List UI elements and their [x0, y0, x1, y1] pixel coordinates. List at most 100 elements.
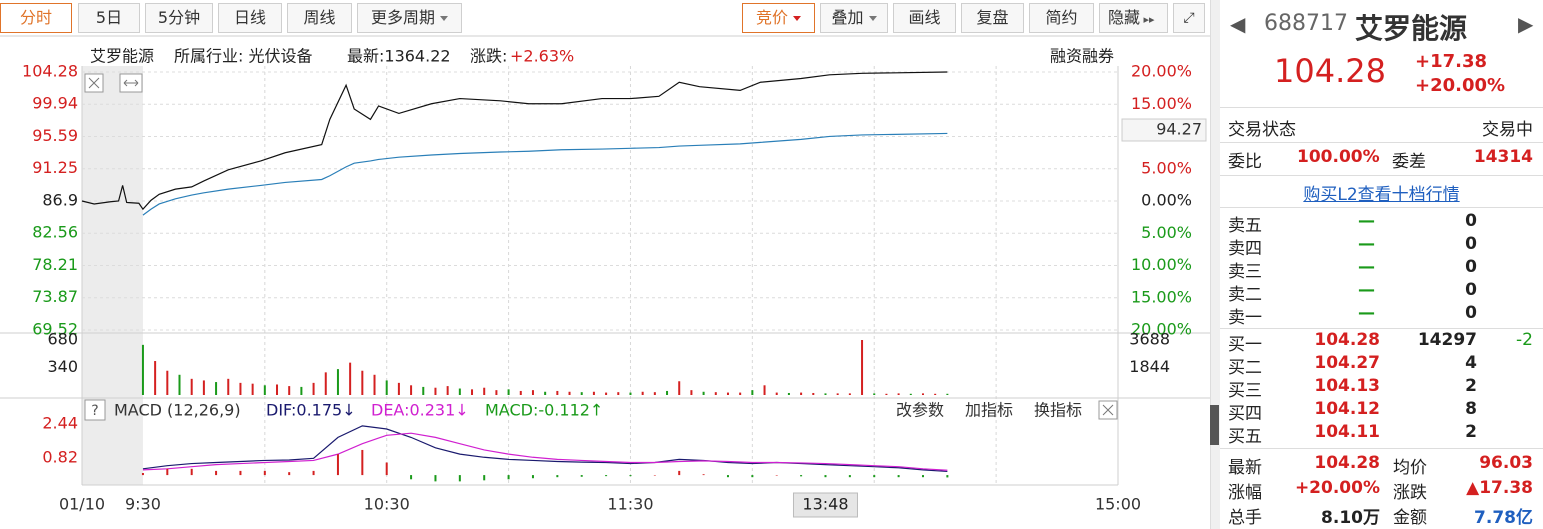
macd-bar — [531, 475, 534, 479]
volume-bar — [288, 386, 291, 395]
bid-label: 买二 — [1228, 358, 1262, 378]
tool[interactable]: 复盘 — [961, 3, 1024, 33]
macd-bar — [215, 470, 218, 476]
volume-bar — [373, 374, 376, 395]
macd-bar — [458, 475, 461, 482]
volume-bar — [702, 391, 705, 395]
tool-dropdown[interactable]: 叠加 — [820, 3, 888, 33]
y-tick-label: 95.59 — [32, 126, 78, 145]
bid-price: 104.28 — [1314, 330, 1380, 350]
price-line — [81, 71, 948, 211]
volume-bar — [897, 393, 900, 395]
volume-bar — [690, 390, 693, 395]
stat-value: 96.03 — [1479, 453, 1533, 473]
prev-button[interactable]: ◀ — [1230, 12, 1246, 36]
volume-bar — [775, 392, 778, 395]
macd-bar — [726, 475, 729, 478]
indicator-title: MACD (12,26,9) — [114, 401, 241, 420]
collapse-tab[interactable] — [1210, 405, 1219, 445]
macd-bar — [702, 474, 705, 476]
ask-label: 卖三 — [1228, 262, 1262, 282]
bid-label: 买一 — [1228, 335, 1262, 355]
volume-bar — [349, 362, 352, 395]
tool[interactable]: 隐藏 ▸▸ — [1099, 3, 1168, 33]
volume-bar — [202, 380, 205, 395]
x-tick-label: 11:30 — [607, 495, 653, 514]
x-tick-label: 10:30 — [364, 495, 410, 514]
macd-bar — [190, 468, 193, 476]
volume-bar — [519, 390, 522, 395]
y-tick-label: 86.9 — [42, 191, 78, 210]
y-tick-label: 91.25 — [32, 158, 78, 177]
ask-price: — — [1358, 234, 1375, 254]
volume-bar — [483, 387, 486, 395]
macd-bar — [848, 475, 851, 478]
volume-bar — [836, 393, 839, 395]
tab-dropdown[interactable]: 更多周期 — [357, 3, 462, 33]
bid-volume: 4 — [1465, 353, 1477, 373]
ask-label: 卖四 — [1228, 239, 1262, 259]
price-label: 94.27 — [1156, 120, 1202, 139]
volume-bar — [934, 393, 937, 395]
macd-bar — [873, 475, 876, 478]
bid-label: 买三 — [1228, 381, 1262, 401]
y-tick-label: 99.94 — [32, 94, 78, 113]
stat-value: +20.00% — [1294, 478, 1380, 498]
volume-bar — [678, 381, 681, 395]
close-icon — [88, 77, 100, 89]
tab[interactable]: 分时 — [0, 3, 72, 33]
tab[interactable]: 5日 — [78, 3, 140, 33]
volume-bar — [154, 361, 157, 395]
ask-label: 卖五 — [1228, 216, 1262, 236]
tab[interactable]: 5分钟 — [145, 3, 213, 33]
volume-bar — [885, 393, 888, 395]
last-price: 104.28 — [1274, 52, 1386, 90]
volume-bar — [300, 386, 303, 395]
fullscreen-button[interactable]: ⤢ — [1173, 3, 1205, 33]
y2-tick-label: 20.00% — [1131, 62, 1192, 81]
volume-bar — [385, 380, 388, 395]
change-pct: +20.00% — [1415, 75, 1506, 96]
legend-entry: DEA:0.231↓ — [371, 401, 469, 420]
x-tick-label: 9:30 — [125, 495, 161, 514]
dea-line — [142, 432, 948, 471]
y2-tick-label: 3688 — [1129, 330, 1170, 349]
change: +17.38 — [1415, 51, 1488, 72]
tab[interactable]: 日线 — [218, 3, 282, 33]
volume-bar — [848, 393, 851, 395]
ask-volume: 0 — [1465, 234, 1477, 254]
tool[interactable]: 简约 — [1029, 3, 1094, 33]
label: 交易状态 — [1228, 120, 1296, 140]
tool-dropdown[interactable]: 竞价 — [742, 3, 815, 33]
label: 叠加 — [831, 8, 864, 27]
macd-bar — [361, 449, 364, 476]
volume-bar — [653, 392, 656, 395]
y2-tick-label: 0.00% — [1141, 191, 1192, 210]
volume-bar — [495, 390, 498, 395]
bid-change: -2 — [1516, 330, 1533, 350]
macd-bar — [507, 475, 510, 480]
tool[interactable]: 画线 — [893, 3, 956, 33]
ask-volume: 0 — [1465, 303, 1477, 323]
volume-bar — [507, 389, 510, 395]
auction-area — [82, 66, 143, 485]
macd-bar — [946, 475, 949, 478]
y2-tick-label: 15.00% — [1131, 287, 1192, 306]
l2-link[interactable]: 购买L2查看十档行情 — [1303, 185, 1460, 205]
volume-bar — [251, 383, 254, 395]
volume-bar — [605, 392, 608, 395]
indicator-button[interactable]: 换指标 — [1034, 401, 1082, 420]
avg-line — [142, 132, 948, 216]
volume-bar — [629, 392, 632, 395]
macd-bar — [921, 475, 924, 478]
y2-tick-label: 1844 — [1129, 357, 1170, 376]
bid-label: 买五 — [1228, 427, 1262, 447]
indicator-button[interactable]: 改参数 — [896, 401, 944, 420]
tab[interactable]: 周线 — [287, 3, 352, 33]
indicator-button[interactable]: 加指标 — [965, 401, 1013, 420]
next-button[interactable]: ▶ — [1518, 12, 1534, 36]
volume-bar — [617, 392, 620, 395]
legend-entry: MACD:-0.112↑ — [485, 401, 603, 420]
label: 更多周期 — [370, 8, 435, 27]
